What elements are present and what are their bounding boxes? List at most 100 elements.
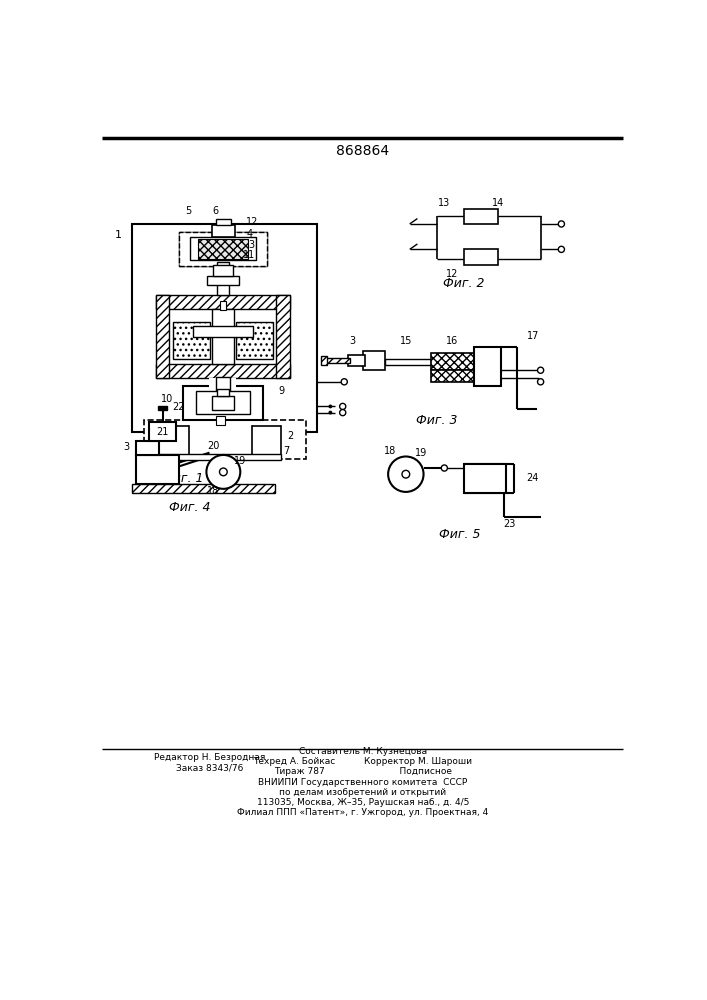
Bar — [216, 219, 231, 225]
Bar — [160, 426, 189, 455]
Text: Техред А. Бойкас          Корректор М. Шароши: Техред А. Бойкас Корректор М. Шароши — [253, 757, 472, 766]
Text: 14: 14 — [492, 198, 504, 208]
Text: Фиг. 4: Фиг. 4 — [170, 501, 211, 514]
Text: Фиг. 3: Фиг. 3 — [416, 414, 457, 427]
Circle shape — [559, 221, 564, 227]
Bar — [217, 262, 229, 295]
Bar — [136, 455, 179, 484]
Bar — [197, 391, 250, 414]
Text: 8: 8 — [222, 459, 228, 469]
Bar — [217, 389, 229, 396]
Bar — [170, 309, 276, 364]
Text: 2: 2 — [287, 431, 293, 441]
Bar — [385, 359, 431, 365]
Text: 4: 4 — [247, 229, 252, 239]
Circle shape — [329, 405, 332, 408]
Bar — [182, 386, 264, 420]
Bar — [192, 326, 253, 337]
Bar — [132, 224, 317, 432]
Text: 3: 3 — [123, 442, 129, 452]
Text: 3: 3 — [349, 336, 355, 346]
Bar — [321, 356, 327, 365]
Text: по делам изобретений и открытий: по делам изобретений и открытий — [279, 788, 446, 797]
Bar — [179, 232, 267, 266]
Bar — [216, 416, 225, 425]
Text: 19: 19 — [415, 448, 427, 458]
Text: Филиал ППП «Патент», г. Ужгород, ул. Проектная, 4: Филиал ППП «Патент», г. Ужгород, ул. Про… — [237, 808, 489, 817]
Text: 18: 18 — [385, 446, 397, 456]
Bar — [474, 347, 501, 386]
Circle shape — [339, 403, 346, 410]
Bar — [363, 351, 385, 370]
Text: Редактор Н. Безродная: Редактор Н. Безродная — [154, 753, 265, 762]
Text: 5: 5 — [185, 206, 192, 216]
Bar — [156, 364, 291, 378]
Bar — [209, 378, 236, 391]
Text: 1: 1 — [115, 231, 122, 240]
Text: 7: 7 — [284, 446, 290, 456]
Text: 11: 11 — [243, 250, 256, 260]
Bar — [212, 396, 234, 410]
Bar — [190, 237, 256, 260]
Text: Фиг. 5: Фиг. 5 — [439, 528, 481, 541]
Bar — [235, 322, 273, 359]
Bar — [348, 355, 365, 366]
Bar — [173, 322, 210, 359]
Circle shape — [537, 379, 544, 385]
Text: Заказ 8343/76: Заказ 8343/76 — [176, 763, 243, 772]
Circle shape — [329, 411, 332, 415]
Circle shape — [559, 246, 564, 252]
Circle shape — [441, 465, 448, 471]
Text: 23: 23 — [503, 519, 516, 529]
Text: 9: 9 — [278, 386, 284, 396]
Text: 3: 3 — [249, 240, 255, 250]
Text: 12: 12 — [245, 217, 258, 227]
Bar — [149, 422, 176, 441]
Circle shape — [537, 367, 544, 373]
Bar — [198, 239, 248, 259]
Bar — [464, 249, 498, 265]
Bar — [144, 420, 305, 459]
Bar — [160, 454, 281, 460]
Circle shape — [402, 470, 409, 478]
Text: 13: 13 — [438, 198, 450, 208]
Circle shape — [341, 379, 347, 385]
Circle shape — [219, 468, 227, 476]
Text: 15: 15 — [399, 336, 412, 346]
Text: 18: 18 — [207, 486, 219, 496]
Text: 113035, Москва, Ж–35, Раушская наб., д. 4/5: 113035, Москва, Ж–35, Раушская наб., д. … — [257, 798, 469, 807]
Text: 22: 22 — [173, 402, 185, 412]
Bar — [136, 441, 160, 455]
Text: 20: 20 — [207, 441, 220, 451]
Bar — [156, 295, 291, 309]
Bar — [216, 377, 230, 399]
Text: 19: 19 — [234, 456, 247, 466]
Text: Тираж 787                          Подписное: Тираж 787 Подписное — [274, 767, 452, 776]
Bar — [431, 370, 474, 382]
Bar — [464, 209, 498, 224]
Circle shape — [206, 455, 240, 489]
Bar — [158, 406, 167, 410]
Bar — [156, 295, 170, 378]
Bar — [325, 358, 350, 363]
Bar — [179, 232, 267, 266]
Bar — [207, 276, 239, 285]
Text: 24: 24 — [527, 473, 539, 483]
Bar — [464, 464, 506, 493]
Bar — [212, 309, 234, 364]
Text: 16: 16 — [446, 336, 458, 346]
Bar — [212, 225, 235, 237]
Bar — [219, 301, 226, 310]
Bar — [214, 265, 233, 276]
Bar — [276, 295, 291, 378]
Circle shape — [388, 456, 423, 492]
Text: 17: 17 — [527, 331, 539, 341]
Text: 21: 21 — [156, 427, 169, 437]
Bar — [132, 484, 275, 493]
Text: 868864: 868864 — [336, 144, 390, 158]
Circle shape — [339, 410, 346, 416]
Text: 12: 12 — [446, 269, 458, 279]
Text: ВНИИПИ Государственного комитета  СССР: ВНИИПИ Государственного комитета СССР — [258, 778, 467, 787]
Bar — [431, 353, 474, 370]
Text: 6: 6 — [213, 206, 218, 216]
